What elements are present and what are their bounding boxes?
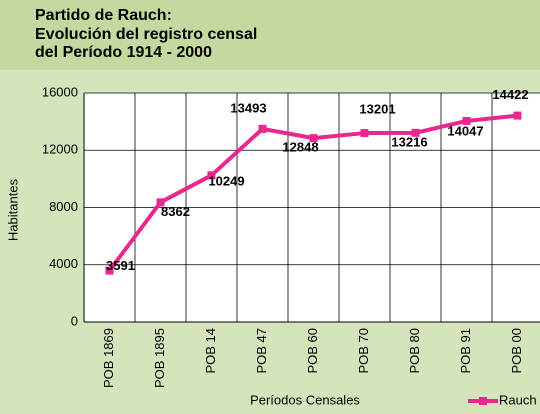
data-point xyxy=(360,129,369,138)
data-label: 12848 xyxy=(282,140,318,155)
y-tick-label: 0 xyxy=(71,313,78,328)
x-tick-label: POB 14 xyxy=(203,328,218,374)
data-label: 13201 xyxy=(359,101,395,116)
y-tick-label: 8000 xyxy=(49,199,78,214)
data-point xyxy=(105,266,114,275)
data-point xyxy=(156,198,165,207)
chart-title: del Período 1914 - 2000 xyxy=(35,44,212,61)
chart-title: Partido de Rauch: xyxy=(35,7,172,24)
data-label: 10249 xyxy=(208,174,244,189)
x-tick-label: POB 1869 xyxy=(101,328,116,388)
data-point xyxy=(258,124,267,133)
data-label: 14047 xyxy=(447,123,483,138)
x-tick-label: POB 47 xyxy=(254,328,269,374)
y-tick-label: 12000 xyxy=(42,142,78,157)
data-point xyxy=(411,128,420,137)
data-point xyxy=(513,111,522,120)
data-point xyxy=(462,116,471,125)
x-tick-label: POB 70 xyxy=(356,328,371,374)
chart-title: Evolución del registro censal xyxy=(35,26,257,43)
data-label: 8362 xyxy=(161,204,190,219)
y-axis-label: Habitantes xyxy=(5,178,20,241)
x-tick-label: POB 80 xyxy=(407,328,422,374)
legend-label: Rauch xyxy=(499,392,537,407)
x-tick-label: POB 60 xyxy=(305,328,320,374)
data-point xyxy=(309,134,318,143)
data-label: 13493 xyxy=(230,100,266,115)
y-tick-label: 4000 xyxy=(49,256,78,271)
x-tick-label: POB 91 xyxy=(458,328,473,374)
x-tick-label: POB 1895 xyxy=(152,328,167,388)
data-label: 3591 xyxy=(106,258,135,273)
legend-marker xyxy=(479,397,487,405)
x-axis-label: Períodos Censales xyxy=(250,392,360,407)
data-label: 13216 xyxy=(391,134,427,149)
data-label: 14422 xyxy=(492,87,528,102)
data-point xyxy=(207,171,216,180)
y-tick-label: 16000 xyxy=(42,84,78,99)
x-tick-label: POB 00 xyxy=(509,328,524,374)
title-box xyxy=(0,0,540,70)
